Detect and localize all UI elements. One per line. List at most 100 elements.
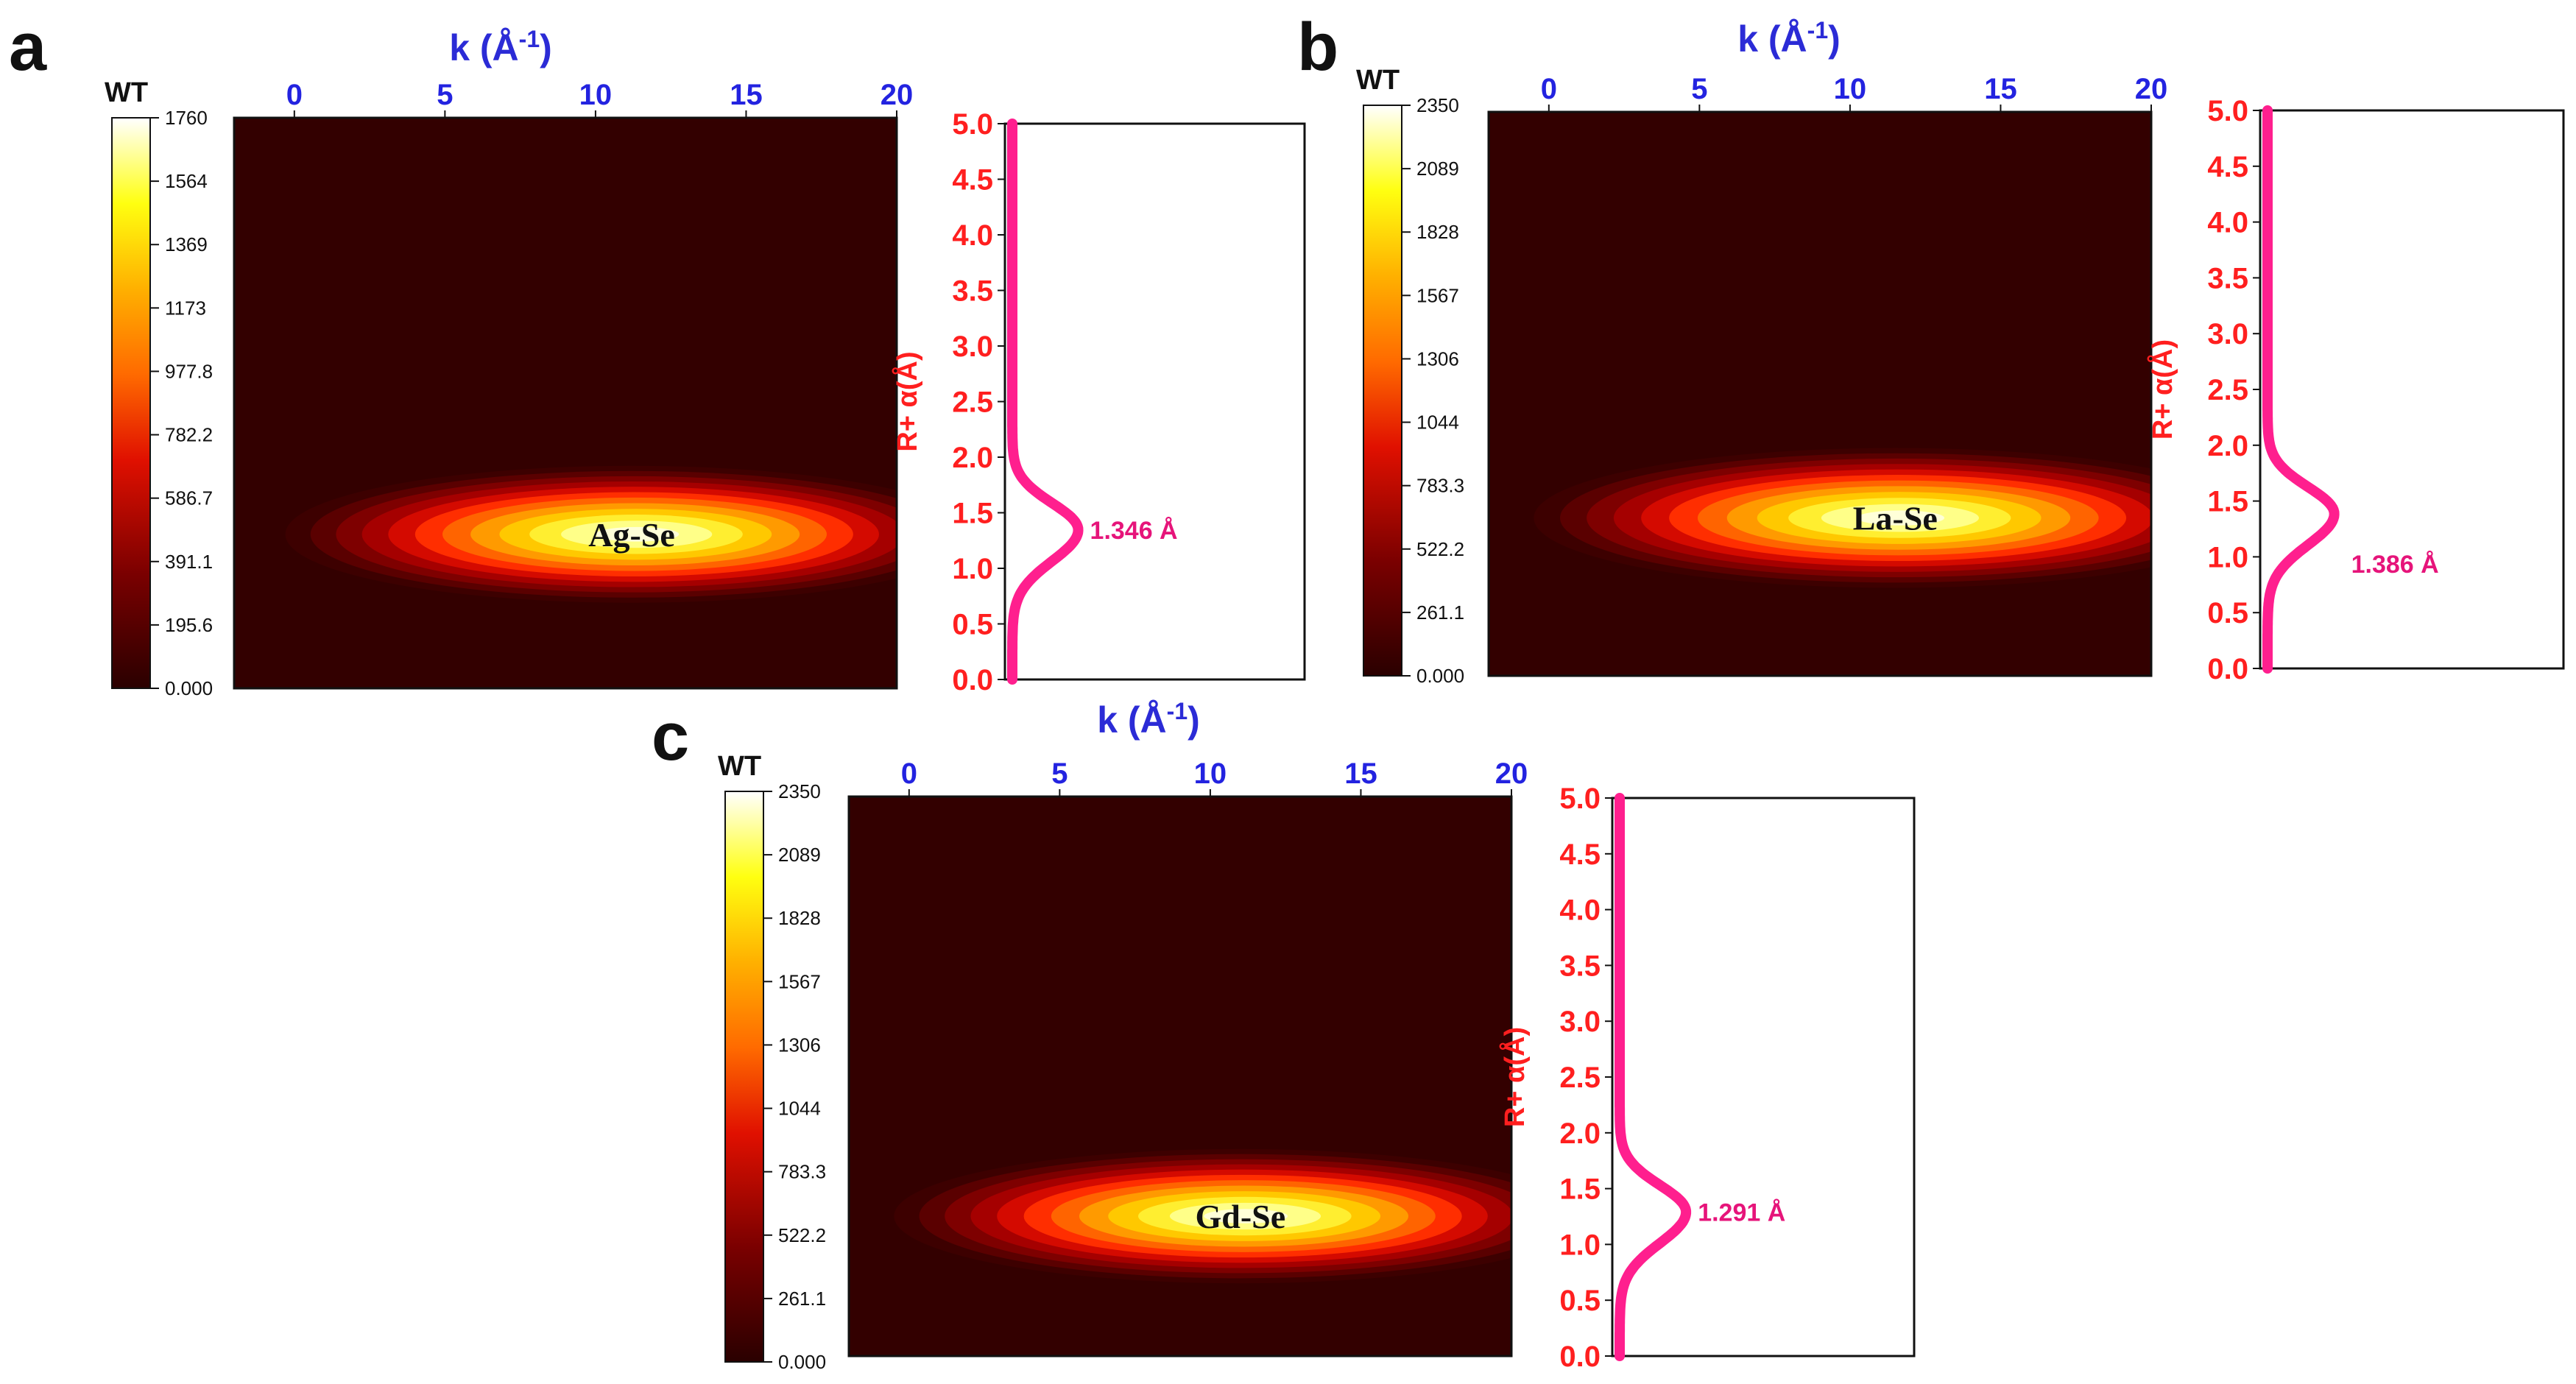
panel-c: c WT 2350 2089 1828 1567 1306 1044 783.3 522.2 261…: [652, 698, 1916, 1373]
r-axis-title: R+ α(Å): [891, 351, 923, 451]
k-tick-label: 5: [1051, 758, 1068, 790]
r-tick-label: 4.0: [2207, 207, 2248, 239]
wt-map-background: [234, 118, 897, 688]
k-axis-title: k (Å-1): [1097, 698, 1200, 741]
peak-label: 1.346 Å: [1090, 517, 1178, 545]
colorbar-tick-label: 782.2: [165, 424, 213, 446]
colorbar-tick-label: 1369: [165, 233, 208, 255]
k-tick-label: 15: [1344, 758, 1377, 790]
colorbar-title: WT: [105, 77, 148, 108]
colorbar-tick-label: 1044: [1416, 412, 1459, 434]
r-tick-label: 2.0: [952, 442, 993, 474]
profile-frame: [1611, 797, 1916, 1357]
k-tick-label: 20: [1495, 758, 1528, 790]
r-tick-label: 3.5: [952, 275, 993, 308]
colorbar-tick-label: 1567: [1416, 284, 1459, 306]
k-tick-label: 0: [901, 758, 917, 790]
colorbar-tick-label: 1760: [165, 107, 208, 129]
colorbar-tick-label: 391.1: [165, 551, 213, 573]
colorbar-tick-label: 0.000: [165, 677, 213, 699]
r-tick-label: 1.0: [1559, 1229, 1601, 1261]
r-tick-label: 2.5: [952, 386, 993, 419]
r-tick-label: 2.5: [2207, 374, 2248, 406]
k-axis-title-close: ): [540, 27, 552, 68]
colorbar-tick-label: 1173: [165, 297, 206, 319]
colorbar-title: WT: [718, 751, 761, 782]
r-tick-label: 4.0: [952, 219, 993, 252]
wt-map-frame: [1487, 110, 2153, 677]
r-tick-label: 0.5: [1559, 1285, 1601, 1317]
k-tick-label: 20: [881, 79, 914, 111]
wt-contour-level: [1204, 1209, 1288, 1224]
colorbar-tick-label: 977.8: [165, 360, 213, 382]
k-axis-title: k (Å-1): [1737, 17, 1841, 60]
k-axis-title-superscript: -1: [1807, 17, 1828, 43]
colorbar-tick-label: 1306: [1416, 347, 1459, 370]
bond-label: La-Se: [1853, 500, 1938, 537]
r-tick-label: 3.0: [2207, 318, 2248, 350]
profile-frame: [1003, 122, 1306, 681]
r-tick-label: 4.5: [952, 164, 993, 197]
r-profile-curve: [2262, 105, 2340, 674]
colorbar: [724, 791, 764, 1363]
colorbar-tick-label: 261.1: [1416, 601, 1464, 624]
colorbar-tick-label: 783.3: [1416, 475, 1464, 497]
r-tick-label: 1.5: [2207, 486, 2248, 518]
k-axis-title-main: k (Å: [1737, 18, 1807, 60]
k-axis-title-close: ): [1188, 699, 1200, 741]
k-axis-title-superscript: -1: [519, 26, 540, 52]
colorbar: [111, 117, 151, 689]
wt-map-background: [1489, 112, 2151, 676]
bond-label: Gd-Se: [1195, 1198, 1285, 1235]
k-axis-title-main: k (Å: [1097, 699, 1166, 741]
r-profile-curve: [1615, 793, 1692, 1361]
r-tick-label: 2.5: [1559, 1062, 1601, 1094]
wt-contours: [1534, 448, 2151, 588]
r-tick-label: 0.5: [952, 609, 993, 641]
colorbar-title: WT: [1356, 65, 1400, 96]
r-tick-label: 4.5: [2207, 151, 2248, 183]
colorbar-tick-label: 522.2: [1416, 538, 1464, 560]
r-profile-curve: [1007, 119, 1084, 685]
r-tick-label: 1.5: [952, 498, 993, 530]
wt-contours: [894, 1148, 1511, 1284]
k-tick-label: 10: [579, 79, 613, 111]
r-tick-label: 2.0: [1559, 1118, 1601, 1150]
colorbar: [1363, 105, 1402, 677]
peak-label: 1.291 Å: [1698, 1198, 1785, 1226]
k-tick-label: 0: [286, 79, 303, 111]
colorbar-tick-label: 2350: [778, 780, 821, 802]
k-tick-label: 5: [1691, 73, 1707, 105]
wt-map-frame: [847, 795, 1513, 1357]
colorbar-tick-label: 2089: [1416, 158, 1459, 180]
r-tick-label: 0.0: [2207, 653, 2248, 685]
peak-label: 1.386 Å: [2351, 551, 2439, 579]
r-axis-title: R+ α(Å): [1498, 1027, 1531, 1127]
r-tick-label: 5.0: [2207, 95, 2248, 127]
colorbar-tick-label: 1044: [778, 1098, 821, 1120]
r-tick-label: 3.5: [1559, 950, 1601, 982]
wt-map-frame: [233, 116, 898, 690]
panel-a: a WT 1760 1564 1369 1173 977.8 782.2 586.7 391.1 1…: [9, 10, 1306, 699]
k-axis-title-close: ): [1828, 18, 1841, 60]
r-tick-label: 4.0: [1559, 894, 1601, 927]
panel-letter: c: [652, 699, 689, 774]
colorbar-tick-label: 1306: [778, 1034, 821, 1056]
panel-b: b WT 2350 2089 1828 1567 1306 1044 783.3 522.2 261…: [1297, 10, 2565, 687]
k-axis-title: k (Å-1): [449, 26, 552, 68]
colorbar-tick-label: 1567: [778, 970, 821, 992]
wt-contour-level: [595, 526, 680, 542]
k-axis-title-superscript: -1: [1167, 698, 1188, 724]
k-tick-label: 10: [1834, 73, 1867, 105]
colorbar-tick-label: 783.3: [778, 1161, 826, 1183]
profile-frame: [2259, 109, 2565, 670]
colorbar-tick-label: 2350: [1416, 94, 1459, 116]
r-tick-label: 5.0: [952, 108, 993, 141]
k-tick-label: 0: [1541, 73, 1557, 105]
wt-contours: [285, 465, 897, 603]
r-tick-label: 2.0: [2207, 430, 2248, 462]
r-tick-label: 1.5: [1559, 1173, 1601, 1206]
colorbar-tick-label: 195.6: [165, 614, 213, 636]
panel-letter: a: [9, 10, 47, 85]
